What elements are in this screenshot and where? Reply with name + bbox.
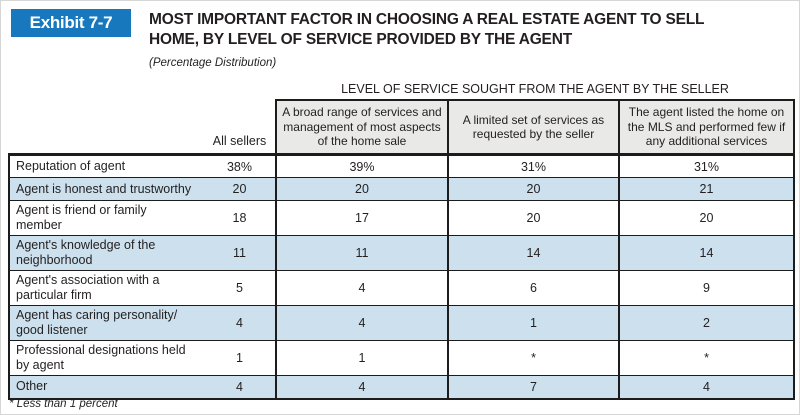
footnote: * Less than 1 percent: [9, 398, 118, 410]
cell-value: 17: [275, 200, 448, 236]
row-label: Reputation of agent: [8, 154, 204, 178]
row-label: Agent is honest and trustworthy: [8, 177, 204, 201]
cell-value: 21: [617, 177, 796, 201]
cell-value: 2: [617, 305, 796, 341]
cell-value: 39%: [275, 154, 448, 178]
cell-value: 4: [275, 375, 448, 400]
cell-value: 20: [275, 177, 448, 201]
cell-value: 20: [447, 200, 619, 236]
row-label: Agent is friend or family member: [8, 200, 204, 236]
row-label: Other: [8, 375, 204, 400]
row-label: Agent's association with a particular fi…: [8, 270, 204, 306]
group-header-spacer: [9, 80, 276, 100]
page-title: MOST IMPORTANT FACTOR IN CHOOSING A REAL…: [149, 11, 705, 48]
cell-value: *: [447, 340, 619, 376]
exhibit-badge: Exhibit 7-7: [11, 9, 131, 37]
table-row: Agent is honest and trustworthy 20 20 20…: [8, 177, 796, 201]
cell-value: 31%: [447, 154, 619, 178]
row-label: Agent's knowledge of the neighborhood: [8, 235, 204, 271]
column-header-all-sellers: All sellers: [204, 100, 276, 156]
cell-value: 1: [204, 340, 276, 376]
table-row: Other 4 4 7 4: [8, 375, 796, 400]
table-row: Agent's association with a particular fi…: [8, 270, 796, 306]
table-row: Agent has caring personality/ good liste…: [8, 305, 796, 341]
column-header-limited-set: A limited set of services as requested b…: [447, 99, 620, 156]
table-row: Agent is friend or family member 18 17 2…: [8, 200, 796, 236]
cell-value: 1: [447, 305, 619, 341]
cell-value: 4: [617, 375, 796, 400]
cell-value: 11: [275, 235, 448, 271]
table-row: Reputation of agent 38% 39% 31% 31%: [8, 154, 796, 178]
data-table-container: LEVEL OF SERVICE SOUGHT FROM THE AGENT B…: [8, 80, 796, 400]
cell-value: 20: [204, 177, 276, 201]
label-column-header: [9, 100, 204, 156]
cell-value: 20: [617, 200, 796, 236]
cell-value: 9: [617, 270, 796, 306]
table-row: Agent's knowledge of the neighborhood 11…: [8, 235, 796, 271]
cell-value: 5: [204, 270, 276, 306]
cell-value: 11: [204, 235, 276, 271]
cell-value: 18: [204, 200, 276, 236]
page-subtitle: (Percentage Distribution): [149, 57, 277, 69]
cell-value: 4: [204, 375, 276, 400]
data-table: LEVEL OF SERVICE SOUGHT FROM THE AGENT B…: [8, 80, 796, 400]
group-header-row: LEVEL OF SERVICE SOUGHT FROM THE AGENT B…: [9, 80, 794, 100]
cell-value: 1: [275, 340, 448, 376]
group-header: LEVEL OF SERVICE SOUGHT FROM THE AGENT B…: [341, 82, 729, 96]
row-label: Professional designations held by agent: [8, 340, 204, 376]
cell-value: 14: [617, 235, 796, 271]
cell-value: 20: [447, 177, 619, 201]
cell-value: 4: [204, 305, 276, 341]
row-label: Agent has caring personality/ good liste…: [8, 305, 204, 341]
cell-value: 4: [275, 305, 448, 341]
cell-value: 31%: [617, 154, 796, 178]
column-header-broad-range: A broad range of services and management…: [275, 99, 449, 156]
cell-value: 38%: [204, 154, 276, 178]
cell-value: 14: [447, 235, 619, 271]
table-row: Professional designations held by agent …: [8, 340, 796, 376]
cell-value: 4: [275, 270, 448, 306]
cell-value: 6: [447, 270, 619, 306]
cell-value: *: [617, 340, 796, 376]
column-header-row: All sellers A broad range of services an…: [9, 99, 796, 156]
cell-value: 7: [447, 375, 619, 400]
column-header-mls-only: The agent listed the home on the MLS and…: [617, 99, 796, 156]
